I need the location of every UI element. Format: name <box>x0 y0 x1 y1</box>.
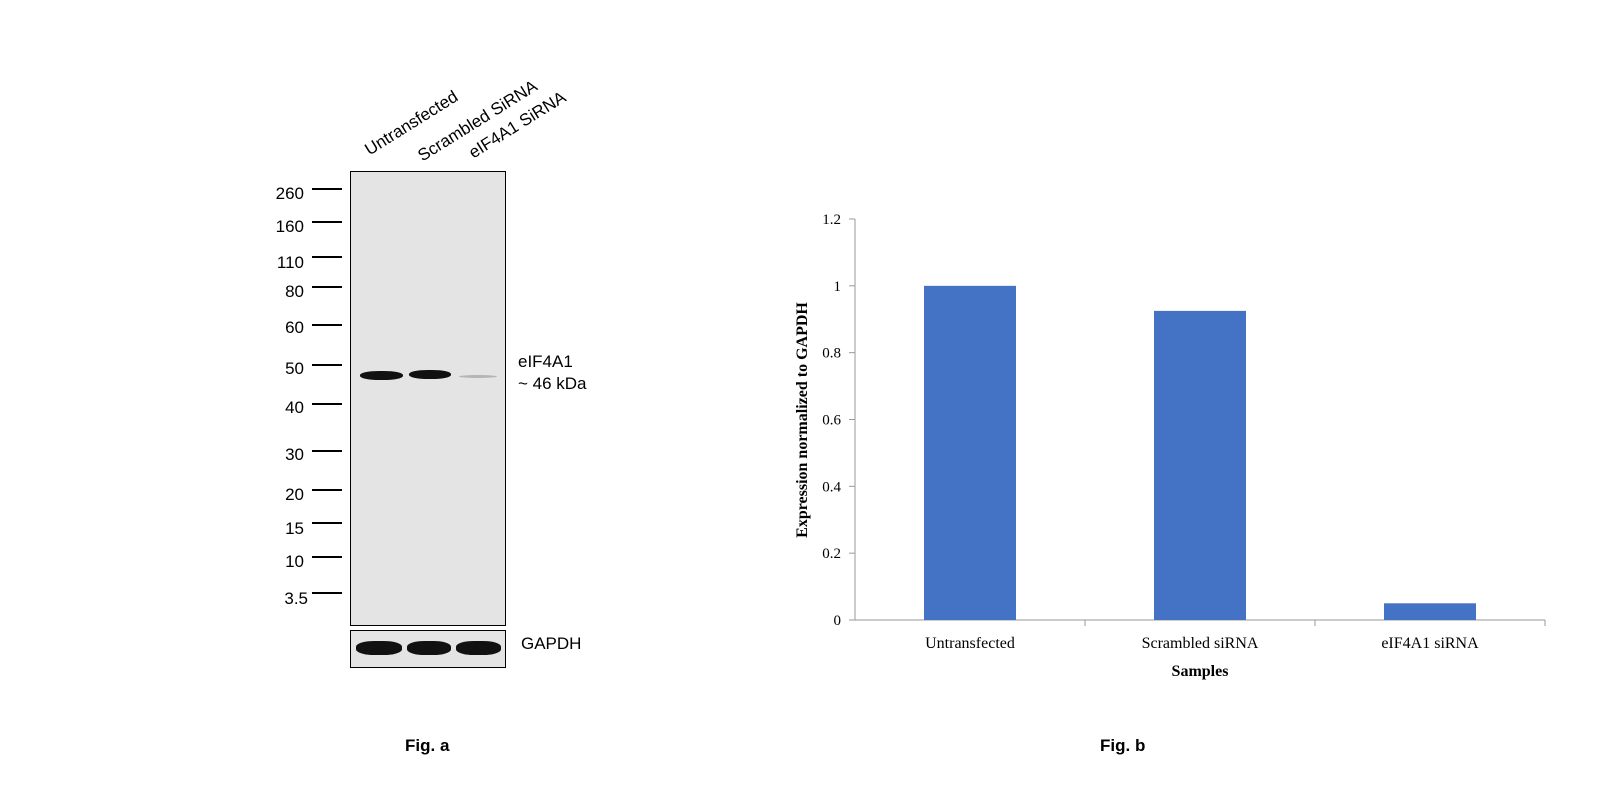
gapdh-band-3 <box>456 641 501 655</box>
marker-label: 20 <box>285 485 304 504</box>
marker-label: 110 <box>276 253 304 272</box>
marker-tick <box>312 522 342 524</box>
y-tick-label: 0.2 <box>822 546 841 562</box>
marker-tick <box>312 592 342 594</box>
band-scrambled <box>409 370 451 379</box>
marker-tick <box>312 286 342 288</box>
target-name-label: eIF4A1 <box>518 352 573 371</box>
bar <box>1384 603 1476 620</box>
y-axis-ticks: 0 0.2 0.4 0.6 0.8 1 1.2 <box>822 212 855 629</box>
loading-control-label: GAPDH <box>521 634 582 653</box>
figure-a-label: Fig. a <box>405 736 450 755</box>
target-size-label: ~ 46 kDa <box>518 374 587 393</box>
y-tick-label: 1 <box>834 279 842 295</box>
marker-label: 260 <box>275 184 304 203</box>
chart-bars <box>924 285 1476 620</box>
x-axis-title: Samples <box>1172 663 1229 680</box>
marker-label: 15 <box>285 519 304 538</box>
gapdh-band-1 <box>356 641 402 655</box>
bar <box>1154 310 1246 620</box>
marker-label: 10 <box>285 552 304 571</box>
marker-label: 60 <box>285 318 304 337</box>
marker-tick <box>312 489 342 491</box>
marker-label: 160 <box>275 217 304 236</box>
marker-tick <box>312 256 342 258</box>
x-tick-label: Scrambled siRNA <box>1142 635 1259 652</box>
marker-tick <box>312 324 342 326</box>
x-tick-label: eIF4A1 siRNA <box>1381 635 1479 652</box>
x-axis-ticks: Untransfected Scrambled siRNA eIF4A1 siRNA <box>925 620 1546 652</box>
marker-label: 80 <box>285 282 304 301</box>
y-tick-label: 0.4 <box>822 479 841 495</box>
y-tick-label: 0.6 <box>822 413 841 429</box>
marker-tick <box>312 188 342 190</box>
marker-tick <box>312 403 342 405</box>
band-untransfected <box>360 371 403 380</box>
marker-label: 40 <box>285 398 304 417</box>
y-tick-label: 0.8 <box>822 346 841 362</box>
marker-label: 30 <box>285 445 304 464</box>
gapdh-membrane <box>350 630 506 668</box>
gapdh-band-2 <box>407 641 451 655</box>
blot-membrane <box>350 171 506 626</box>
western-blot-figure: Untransfected Scrambled SiRNA eIF4A1 SiR… <box>0 0 800 798</box>
y-axis-title: Expression normalized to GAPDH <box>794 302 811 538</box>
figure-b-label: Fig. b <box>1100 736 1146 755</box>
marker-label: 50 <box>285 359 304 378</box>
marker-tick <box>312 221 342 223</box>
x-tick-label: Untransfected <box>925 635 1015 652</box>
marker-label: 3.5 <box>284 589 308 608</box>
marker-tick <box>312 364 342 366</box>
marker-tick <box>312 450 342 452</box>
y-tick-label: 1.2 <box>822 212 841 228</box>
bar <box>924 285 1016 620</box>
marker-tick <box>312 556 342 558</box>
y-tick-label: 0 <box>834 613 842 629</box>
band-eif4a1-faint <box>459 375 497 378</box>
